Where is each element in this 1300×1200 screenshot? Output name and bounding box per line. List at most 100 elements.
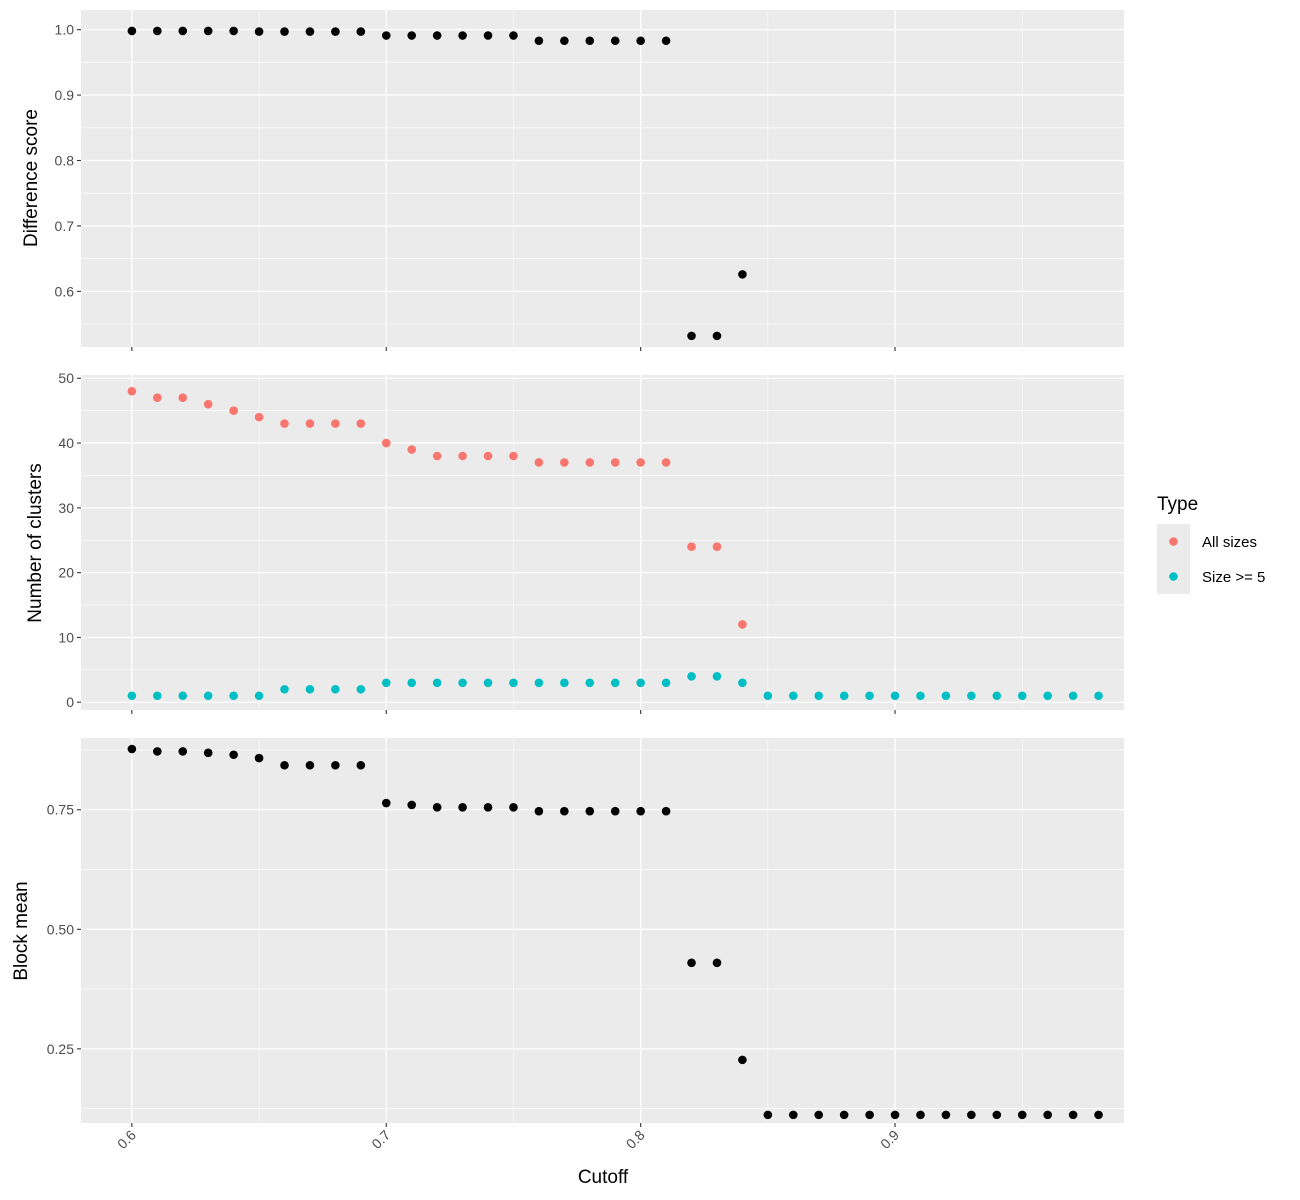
- point-size-5: [127, 691, 137, 701]
- y-tick-label: 0.8: [55, 153, 75, 169]
- point-size-5: [229, 691, 238, 701]
- point-size-5: [483, 678, 493, 688]
- point-size-5: [916, 691, 925, 701]
- point-size-5: [890, 691, 900, 701]
- data-point: [534, 36, 544, 46]
- y-tick-label: 0.75: [47, 802, 74, 818]
- y-tick-label: 0: [66, 694, 74, 710]
- y-axis-title-number-of-clusters: Number of clusters: [25, 463, 46, 622]
- data-point: [916, 1110, 925, 1120]
- data-point: [941, 1110, 951, 1120]
- point-size-5: [941, 691, 951, 701]
- point-size-5: [839, 691, 849, 701]
- data-point: [890, 1110, 900, 1120]
- data-point: [1043, 1110, 1052, 1120]
- data-point: [509, 803, 518, 812]
- point-size-5: [560, 678, 569, 688]
- data-point: [636, 806, 645, 816]
- point-size-5: [509, 678, 518, 688]
- point-size-5: [687, 672, 696, 681]
- data-point: [483, 31, 493, 40]
- data-point: [560, 806, 569, 816]
- point-size-5: [661, 678, 671, 688]
- y-tick-label: 50: [58, 370, 74, 386]
- point-size-5: [331, 684, 340, 694]
- point-size-5: [712, 672, 722, 681]
- y-tick-label: 20: [58, 565, 74, 581]
- point-size-5: [153, 691, 162, 701]
- point-size-5: [738, 678, 747, 688]
- data-point: [1068, 1110, 1078, 1120]
- point-size-5: [1043, 691, 1052, 701]
- y-axis-title-block-mean: Block mean: [11, 881, 32, 980]
- point-all-sizes: [432, 451, 442, 461]
- data-point: [305, 27, 315, 36]
- point-size-5: [356, 684, 366, 694]
- point-size-5: [636, 678, 645, 688]
- data-point: [178, 26, 188, 36]
- data-point: [203, 26, 213, 36]
- data-point: [712, 331, 722, 341]
- panel-number-of-clusters: 0 10 20 30 40 50: [58, 370, 1124, 714]
- point-size-5: [458, 678, 467, 688]
- data-point: [738, 1055, 747, 1065]
- data-point: [483, 803, 493, 812]
- data-point: [763, 1110, 773, 1120]
- point-size-5: [992, 691, 1002, 701]
- point-size-5: [432, 678, 442, 688]
- data-point: [127, 26, 137, 36]
- data-point: [687, 958, 696, 968]
- data-point: [687, 331, 696, 341]
- data-point: [229, 26, 238, 36]
- data-point: [712, 958, 722, 968]
- point-all-sizes: [509, 451, 518, 461]
- point-all-sizes: [305, 419, 315, 428]
- data-point: [331, 760, 340, 770]
- point-size-5: [280, 684, 289, 694]
- data-point: [432, 31, 442, 40]
- point-all-sizes: [483, 451, 493, 461]
- point-all-sizes: [610, 458, 620, 467]
- data-point: [407, 800, 417, 810]
- point-all-sizes: [712, 542, 722, 552]
- legend-label-size-ge-5: Size >= 5: [1202, 569, 1265, 586]
- data-point: [560, 36, 569, 46]
- panel-block-mean: 0.250.500.750.6 0.7 0.8 0.9: [47, 738, 1124, 1152]
- point-all-sizes: [254, 412, 264, 422]
- data-point: [458, 803, 467, 812]
- y-axis-title-difference-score: Difference score: [21, 109, 42, 247]
- point-all-sizes: [585, 458, 595, 467]
- data-point: [661, 36, 671, 46]
- data-point: [865, 1110, 874, 1120]
- data-point: [229, 750, 238, 760]
- point-size-5: [534, 678, 544, 688]
- point-size-5: [788, 691, 798, 701]
- data-point: [254, 753, 264, 763]
- point-size-5: [203, 691, 213, 701]
- panel-difference-score: 0.6 0.7 0.8 0.9 1.0: [55, 10, 1124, 351]
- point-all-sizes: [127, 386, 137, 396]
- data-point: [356, 760, 366, 770]
- legend-key-size-ge-5: [1169, 572, 1178, 581]
- point-all-sizes: [331, 419, 340, 428]
- data-point: [407, 31, 417, 40]
- point-all-sizes: [636, 458, 645, 467]
- data-point: [585, 806, 595, 816]
- point-all-sizes: [407, 445, 417, 454]
- legend: Type All sizes Size >= 5: [1157, 494, 1265, 594]
- data-point: [280, 27, 289, 36]
- data-point: [967, 1110, 976, 1120]
- point-all-sizes: [560, 458, 569, 467]
- point-size-5: [1094, 691, 1103, 701]
- data-point: [610, 806, 620, 816]
- y-tick-label: 0.7: [55, 218, 75, 234]
- point-size-5: [763, 691, 773, 701]
- legend-label-all-sizes: All sizes: [1202, 534, 1257, 551]
- data-point: [814, 1110, 824, 1120]
- data-point: [356, 27, 366, 36]
- data-point: [254, 27, 264, 36]
- panel-background: [81, 10, 1124, 347]
- data-point: [636, 36, 645, 46]
- data-point: [127, 744, 137, 754]
- point-all-sizes: [458, 451, 467, 461]
